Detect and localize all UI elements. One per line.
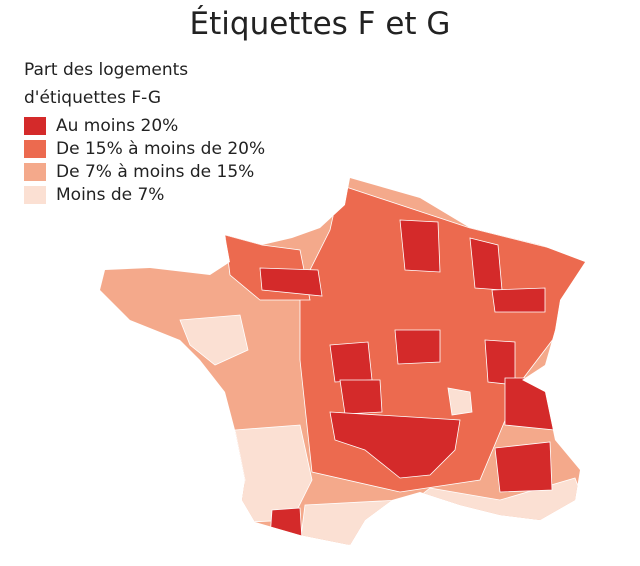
legend-swatch [24,163,46,181]
legend-swatch [24,186,46,204]
legend-title: d'étiquettes F-G [24,88,162,108]
departments [100,178,585,545]
region [339,379,383,415]
region [491,287,546,313]
legend-swatch [24,117,46,135]
legend-item: Au moins 20% [24,116,178,136]
region [179,314,249,366]
region [329,411,461,479]
region [259,267,323,297]
legend-swatch [24,140,46,158]
legend-label: Moins de 7% [56,185,165,205]
legend-item: Moins de 7% [24,185,164,205]
region [399,219,441,273]
region [504,377,556,431]
legend-title: Part des logements [24,60,189,80]
region [447,387,473,416]
region [269,507,303,541]
legend-item: De 15% à moins de 20% [24,139,265,159]
region [299,499,401,545]
legend-label: De 7% à moins de 15% [56,162,255,182]
region [469,237,503,291]
legend-label: Au moins 20% [56,116,179,136]
region [329,341,373,383]
legend-item: De 7% à moins de 15% [24,162,254,182]
title: Étiquettes F et G [189,6,451,42]
legend-label: De 15% à moins de 20% [56,139,266,159]
region [394,329,441,365]
region [494,441,553,493]
